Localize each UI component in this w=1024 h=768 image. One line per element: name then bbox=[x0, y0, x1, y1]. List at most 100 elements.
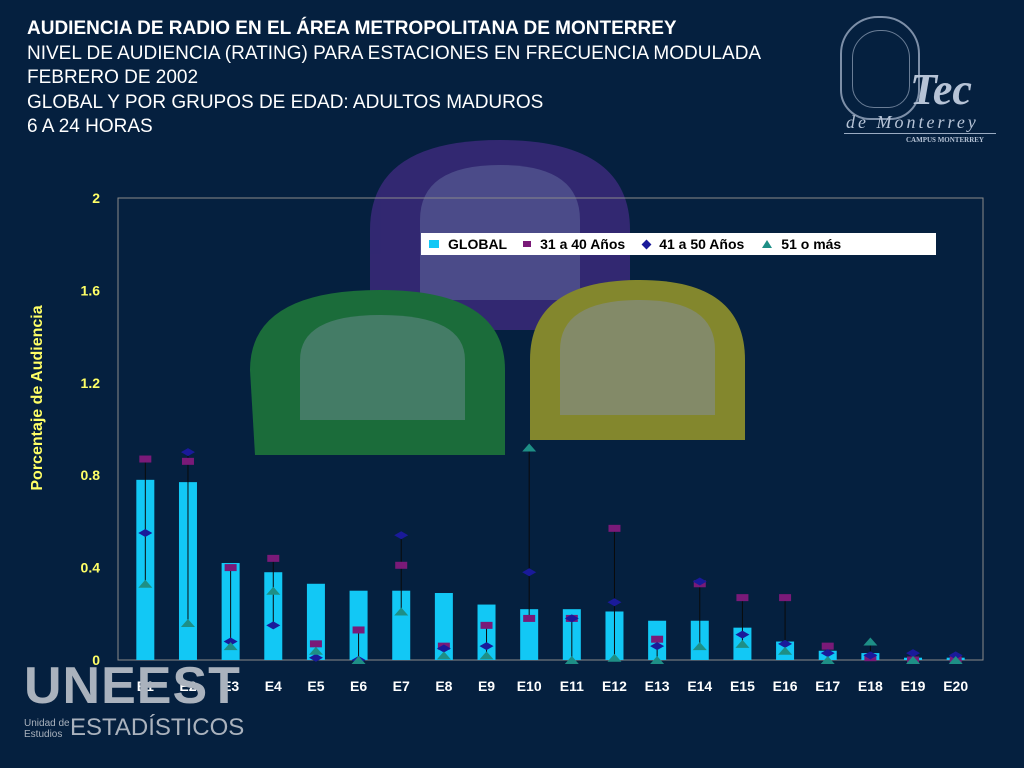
marker-51 bbox=[564, 656, 579, 664]
marker-51 bbox=[906, 656, 921, 664]
marker-51 bbox=[692, 642, 707, 651]
marker-51 bbox=[266, 586, 281, 595]
uneest-logo: UNEEST Unidad de Estudios ESTADÍSTICOS bbox=[24, 657, 244, 741]
x-tick-label: E11 bbox=[560, 678, 584, 694]
marker-51 bbox=[436, 651, 451, 660]
marker-51 bbox=[223, 642, 238, 651]
x-tick-label: E4 bbox=[265, 678, 282, 694]
x-tick-label: E8 bbox=[435, 678, 452, 694]
y-tick-label: 2 bbox=[92, 190, 100, 206]
marker-41-50 bbox=[479, 642, 494, 651]
legend-item-41-50: 41 a 50 Años bbox=[641, 236, 745, 252]
marker-31-40 bbox=[523, 614, 536, 622]
x-tick-label: E5 bbox=[307, 678, 324, 694]
marker-41-50 bbox=[863, 651, 878, 660]
marker-41-50 bbox=[266, 621, 281, 630]
marker-51 bbox=[394, 607, 409, 616]
x-tick-label: E6 bbox=[350, 678, 367, 694]
marker-31-40 bbox=[181, 457, 194, 465]
brand-estadisticos: ESTADÍSTICOS bbox=[70, 714, 245, 741]
radio-illustration bbox=[250, 140, 745, 455]
brand-name: UNEEST bbox=[24, 657, 241, 715]
marker-51 bbox=[607, 653, 622, 662]
x-tick-label: E15 bbox=[730, 678, 755, 694]
marker-31-40 bbox=[224, 564, 237, 572]
marker-41-50 bbox=[948, 651, 963, 660]
marker-51 bbox=[308, 646, 323, 655]
legend-item-31-40: 31 a 40 Años bbox=[523, 236, 625, 252]
marker-41-50 bbox=[138, 528, 153, 537]
legend-triangle-swatch bbox=[762, 240, 773, 248]
legend-label-41-50: 41 a 50 Años bbox=[659, 236, 745, 252]
legend-label-31-40: 31 a 40 Años bbox=[540, 236, 626, 252]
logo-campus: CAMPUS MONTERREY bbox=[906, 136, 984, 144]
marker-51 bbox=[351, 656, 366, 664]
marker-41-50 bbox=[692, 577, 707, 586]
y-axis-label: Porcentaje de Audiencia bbox=[29, 305, 46, 491]
brand-small-text: Unidad de Estudios bbox=[24, 718, 70, 740]
chart-subtitle-4: 6 A 24 HORAS bbox=[27, 116, 153, 137]
marker-41-50 bbox=[564, 614, 579, 623]
x-tick-label: E18 bbox=[858, 678, 883, 694]
chart-subtitle-3: GLOBAL Y POR GRUPOS DE EDAD: ADULTOS MAD… bbox=[27, 91, 544, 113]
x-tick-label: E13 bbox=[645, 678, 670, 694]
legend-bar-swatch bbox=[429, 240, 439, 248]
chart-title-block: AUDIENCIA DE RADIO EN EL ÁREA METROPOLIT… bbox=[27, 17, 761, 140]
x-tick-label: E10 bbox=[517, 678, 542, 694]
legend-square-swatch bbox=[523, 241, 532, 247]
marker-31-40 bbox=[736, 594, 749, 602]
marker-31-40 bbox=[395, 561, 408, 569]
marker-51 bbox=[778, 646, 793, 655]
marker-51 bbox=[180, 619, 195, 628]
marker-51 bbox=[479, 651, 494, 660]
bar-global bbox=[349, 590, 368, 660]
marker-41-50 bbox=[778, 639, 793, 648]
marker-31-40 bbox=[779, 594, 792, 602]
y-tick-label: 1.6 bbox=[81, 282, 101, 298]
marker-41-50 bbox=[735, 630, 750, 639]
x-tick-label: E19 bbox=[901, 678, 926, 694]
marker-31-40 bbox=[821, 642, 834, 650]
marker-31-40 bbox=[651, 635, 664, 643]
marker-51 bbox=[863, 637, 878, 646]
logo-divider bbox=[844, 133, 996, 134]
marker-41-50 bbox=[820, 649, 835, 658]
marker-51 bbox=[820, 656, 835, 664]
logo-main: Tec bbox=[910, 65, 972, 114]
chart-subtitle-1: NIVEL DE AUDIENCIA (RATING) PARA ESTACIO… bbox=[27, 42, 762, 64]
legend-label-51: 51 o más bbox=[781, 236, 842, 252]
marker-51 bbox=[138, 579, 153, 588]
plot-frame bbox=[117, 197, 984, 661]
x-tick-label: E1 bbox=[137, 678, 154, 694]
x-tick-label: E9 bbox=[478, 678, 495, 694]
x-tick-label: E14 bbox=[687, 678, 712, 694]
y-tick-label: 1.2 bbox=[81, 375, 101, 391]
marker-31-40 bbox=[608, 524, 621, 532]
chart-title: AUDIENCIA DE RADIO EN EL ÁREA METROPOLIT… bbox=[27, 18, 677, 39]
x-tick-label: E3 bbox=[222, 678, 239, 694]
marker-41-50 bbox=[607, 598, 622, 607]
seal-icon bbox=[840, 16, 920, 120]
legend: GLOBAL 31 a 40 Años 41 a 50 Años 51 o má… bbox=[421, 233, 936, 255]
legend-item-51: 51 o más bbox=[762, 236, 841, 252]
marker-41-50 bbox=[223, 637, 238, 646]
marker-51 bbox=[650, 656, 665, 664]
marker-31-40 bbox=[267, 554, 280, 562]
tec-logo: Tec de Monterrey CAMPUS MONTERREY bbox=[838, 14, 1008, 154]
marker-41-50 bbox=[394, 531, 409, 540]
legend-diamond-swatch bbox=[641, 239, 652, 249]
x-tick-label: E16 bbox=[773, 678, 798, 694]
marker-31-40 bbox=[309, 640, 322, 648]
x-tick-label: E17 bbox=[815, 678, 840, 694]
marker-31-40 bbox=[352, 626, 365, 634]
marker-41-50 bbox=[906, 649, 921, 658]
marker-31-40 bbox=[139, 455, 152, 463]
y-tick-label: 0.4 bbox=[81, 560, 101, 576]
legend-item-global: GLOBAL bbox=[429, 236, 507, 252]
marker-41-50 bbox=[650, 642, 665, 651]
y-tick-label: 0 bbox=[92, 652, 100, 668]
marker-41-50 bbox=[436, 644, 451, 653]
marker-31-40 bbox=[480, 621, 493, 629]
x-tick-label: E20 bbox=[943, 678, 968, 694]
